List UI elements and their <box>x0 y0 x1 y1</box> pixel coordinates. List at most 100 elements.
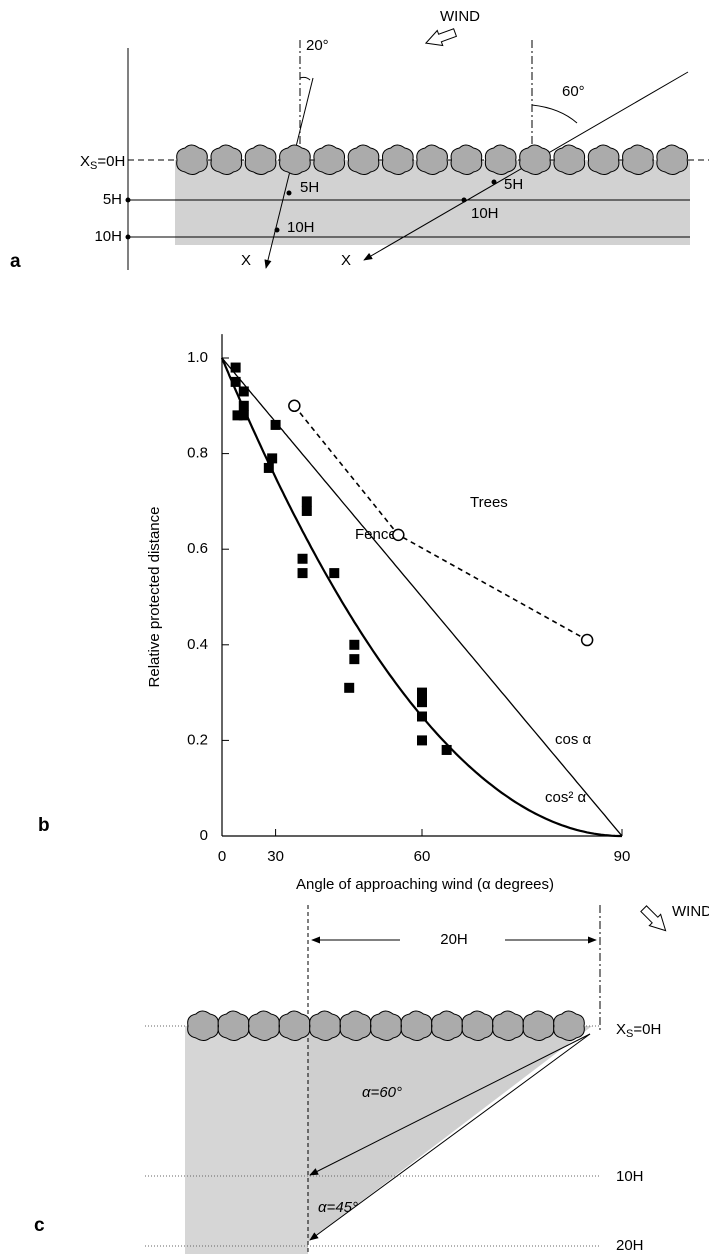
bush <box>244 144 277 175</box>
distance-label: 10H <box>94 228 122 245</box>
ray-mark: 10H <box>287 219 315 236</box>
x-tick-label: 0 <box>218 848 226 865</box>
distance-label: 5H <box>103 191 122 208</box>
series-line <box>293 405 588 641</box>
y-tick-label: 0 <box>200 827 208 844</box>
point <box>238 400 249 411</box>
wind-label: WIND <box>440 8 480 25</box>
y-tick-label: 0.4 <box>187 636 208 653</box>
point <box>238 410 249 421</box>
point <box>417 687 427 698</box>
wind-label: WIND <box>672 903 709 920</box>
point <box>344 682 355 693</box>
point <box>392 528 405 542</box>
x-tick-label: 60 <box>414 848 431 865</box>
panel-b: b Angle of approaching wind (α degrees) … <box>38 334 630 893</box>
bush <box>339 1010 372 1041</box>
point <box>301 505 312 516</box>
bush <box>309 1010 341 1041</box>
x-axis-title: Angle of approaching wind (α degrees) <box>296 876 554 893</box>
xs-label: XS=0H <box>80 153 125 172</box>
span-label: 20H <box>440 931 468 948</box>
bush <box>450 144 483 175</box>
panel-c: c WIND 20H XS=0H α=60° α=45° 10H 20H <box>34 903 709 1254</box>
y-tick-label: 0.8 <box>187 445 208 462</box>
dot <box>491 179 497 185</box>
point <box>441 744 452 755</box>
xs-rest: =0H <box>633 1021 661 1038</box>
bush <box>553 144 586 175</box>
ray-mark: 5H <box>300 179 319 196</box>
angle-label: α=45° <box>318 1199 358 1216</box>
curve <box>221 357 622 838</box>
bush <box>381 144 414 175</box>
point <box>230 376 241 387</box>
bush <box>313 144 346 175</box>
point <box>301 496 312 507</box>
wind-arrow <box>640 905 667 932</box>
angle-label: 60° <box>562 83 585 100</box>
dot <box>125 234 131 240</box>
point <box>288 399 301 413</box>
angle-arc <box>531 104 578 124</box>
bush <box>187 1010 219 1041</box>
series-label: Fences <box>355 526 404 543</box>
ray-mark: 10H <box>471 205 499 222</box>
curve-label: cos² α <box>545 789 587 806</box>
y-tick-label: 0.6 <box>187 540 208 557</box>
bush <box>347 144 380 175</box>
bush <box>461 1010 494 1041</box>
point <box>267 453 278 464</box>
bush <box>431 1010 463 1041</box>
panel-label: c <box>34 1215 45 1236</box>
point <box>417 735 427 746</box>
distance-label: 10H <box>616 1168 644 1185</box>
panel-label: b <box>38 815 50 836</box>
wind-ray <box>309 1033 591 1176</box>
xs-label: XS=0H <box>616 1021 661 1040</box>
angle-label: α=60° <box>362 1084 402 1101</box>
point <box>297 553 308 564</box>
bush <box>416 144 448 175</box>
bush <box>484 144 517 175</box>
angle-arc <box>299 76 311 81</box>
shelter-zone <box>308 1026 592 1242</box>
bush <box>279 144 311 175</box>
xs-sub: S <box>90 160 97 172</box>
point <box>297 568 308 579</box>
angle-label: 20° <box>306 37 329 54</box>
xs-main: X <box>80 153 90 170</box>
bush <box>210 144 243 175</box>
x-tick-label: 30 <box>267 848 284 865</box>
wind-ray <box>309 1033 591 1241</box>
bush <box>176 144 208 175</box>
bush <box>553 1010 585 1041</box>
curve-label: cos α <box>555 731 592 748</box>
bush <box>217 1010 250 1041</box>
bush <box>278 1010 311 1041</box>
panel-label: a <box>10 251 21 272</box>
point <box>270 419 281 430</box>
y-tick-label: 0.2 <box>187 731 208 748</box>
bush <box>248 1010 280 1041</box>
dot <box>274 227 280 233</box>
y-tick-label: 1.0 <box>187 349 208 366</box>
xs-rest: =0H <box>97 153 125 170</box>
point <box>349 654 360 665</box>
point <box>232 410 243 421</box>
point <box>230 362 241 373</box>
point <box>417 711 427 722</box>
point <box>417 697 427 708</box>
point <box>349 639 360 650</box>
bush <box>370 1010 402 1041</box>
bush <box>656 144 689 175</box>
curve <box>221 357 623 837</box>
bush <box>519 144 551 175</box>
dot <box>125 197 131 203</box>
wind-arrow <box>424 28 458 47</box>
dot <box>461 197 467 203</box>
panel-a: a WIND 20° 60° XS=0H 5H 10H 5H 10H 5H 10… <box>10 8 709 272</box>
bush <box>400 1010 433 1041</box>
